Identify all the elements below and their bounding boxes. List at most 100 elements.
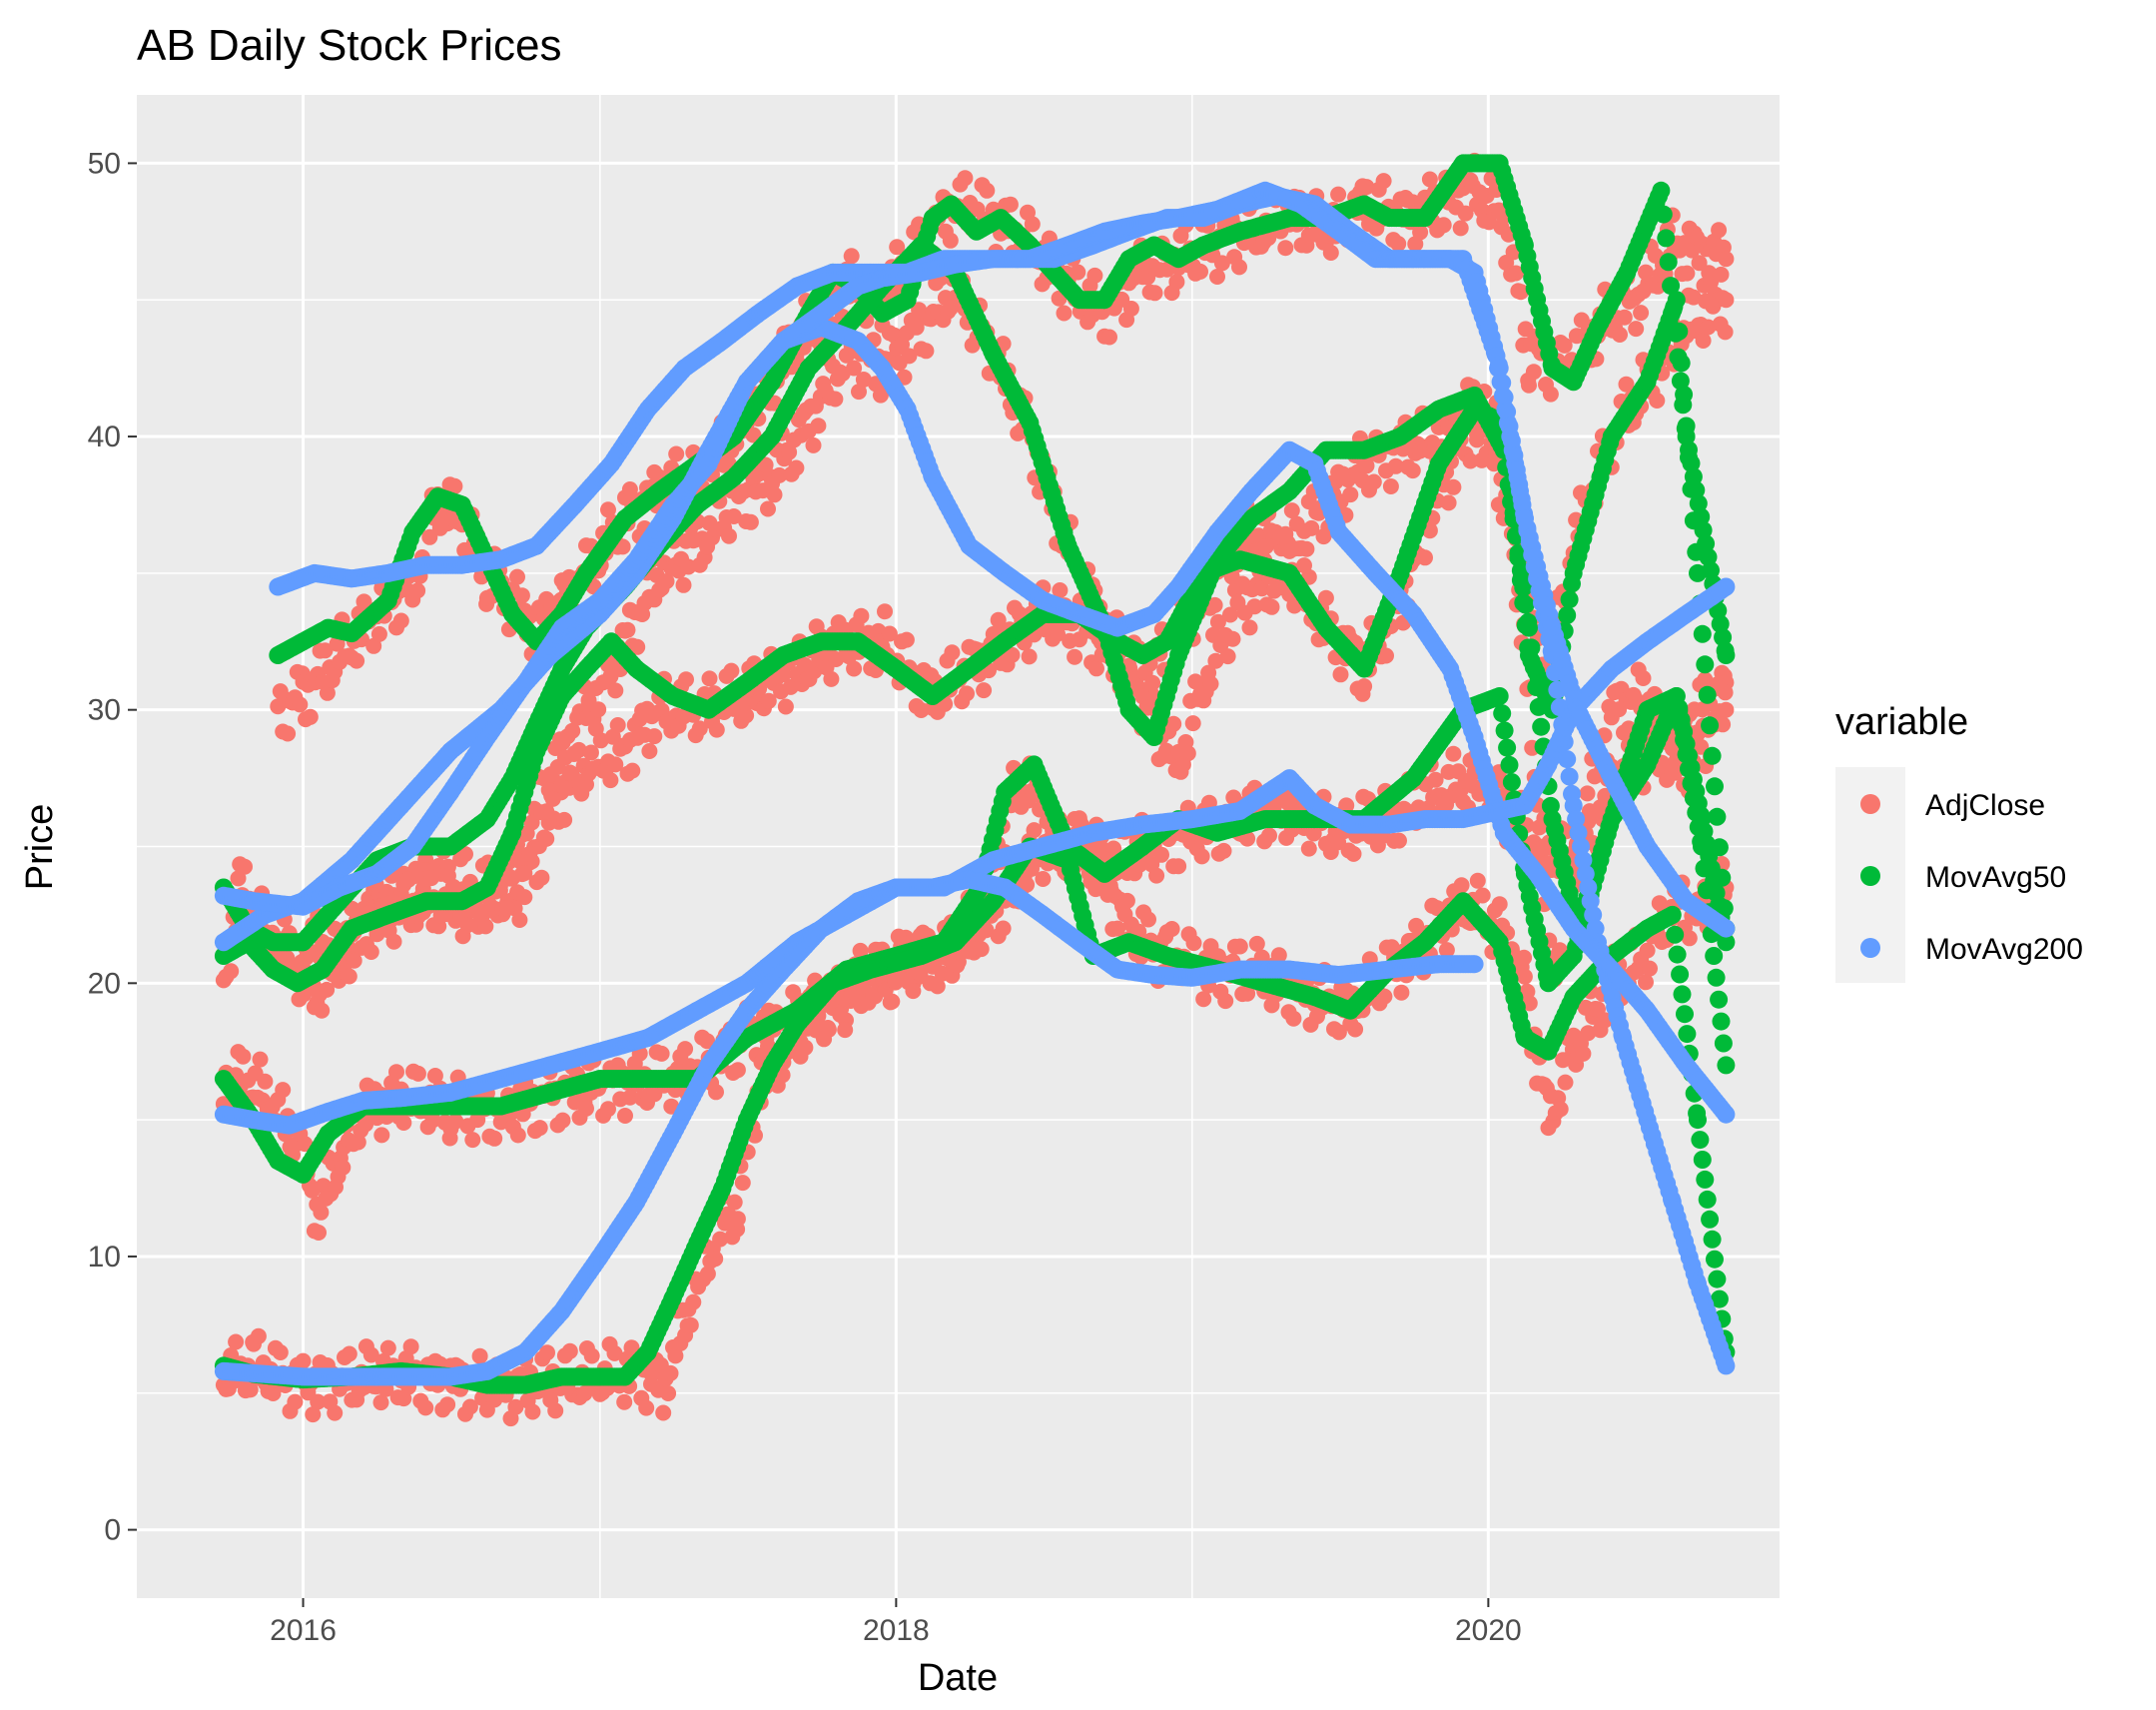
data-point bbox=[1347, 1021, 1364, 1038]
data-point bbox=[1101, 329, 1117, 346]
data-point bbox=[1024, 216, 1041, 233]
data-point bbox=[734, 1175, 751, 1192]
data-point bbox=[370, 625, 387, 642]
data-point bbox=[1217, 993, 1234, 1010]
data-point bbox=[538, 803, 555, 820]
data-point bbox=[1241, 619, 1258, 636]
data-point bbox=[1684, 511, 1703, 530]
data-point bbox=[223, 963, 240, 980]
data-point bbox=[1165, 715, 1182, 732]
data-point bbox=[341, 968, 358, 985]
data-point bbox=[1717, 646, 1736, 664]
data-point bbox=[1715, 716, 1732, 733]
data-point bbox=[1163, 921, 1180, 937]
data-point bbox=[1633, 305, 1650, 322]
data-point bbox=[1556, 337, 1573, 354]
data-point bbox=[1452, 220, 1469, 237]
data-point bbox=[362, 944, 379, 960]
data-point bbox=[1542, 386, 1559, 403]
data-point bbox=[738, 707, 755, 724]
data-point bbox=[1345, 845, 1362, 862]
data-point bbox=[1184, 715, 1201, 732]
data-point bbox=[708, 721, 725, 738]
data-point bbox=[1004, 646, 1021, 663]
data-point bbox=[957, 170, 974, 187]
data-point bbox=[973, 941, 990, 958]
data-point bbox=[566, 745, 583, 761]
data-point bbox=[616, 1393, 633, 1410]
data-point bbox=[1635, 670, 1652, 686]
data-point bbox=[721, 527, 737, 544]
data-point bbox=[1118, 892, 1135, 909]
data-point bbox=[482, 901, 499, 918]
data-point bbox=[843, 248, 860, 265]
data-point bbox=[1285, 1010, 1302, 1027]
data-point bbox=[653, 1045, 670, 1062]
data-point bbox=[1435, 217, 1452, 234]
data-point bbox=[439, 1396, 456, 1413]
data-point bbox=[827, 391, 844, 408]
data-point bbox=[533, 869, 550, 886]
data-point bbox=[927, 976, 944, 993]
data-point bbox=[723, 662, 740, 679]
data-point bbox=[280, 725, 297, 742]
data-point bbox=[1179, 745, 1196, 762]
data-point bbox=[600, 501, 616, 518]
data-point bbox=[1717, 684, 1734, 701]
data-point bbox=[889, 239, 906, 256]
data-point bbox=[422, 870, 439, 887]
data-point bbox=[1670, 322, 1689, 341]
data-point bbox=[592, 732, 609, 749]
data-point bbox=[1508, 265, 1524, 282]
data-point bbox=[990, 611, 1007, 628]
data-point bbox=[1019, 876, 1036, 893]
data-point bbox=[1215, 842, 1232, 859]
data-point bbox=[544, 790, 561, 807]
data-point bbox=[346, 952, 362, 969]
data-point bbox=[668, 445, 685, 462]
data-point bbox=[1298, 540, 1315, 557]
data-point bbox=[617, 1108, 633, 1124]
data-point bbox=[609, 717, 626, 733]
data-point bbox=[388, 1064, 404, 1081]
data-point bbox=[760, 500, 776, 517]
data-point bbox=[1681, 930, 1698, 947]
data-point bbox=[820, 1020, 837, 1036]
data-point bbox=[1185, 935, 1202, 952]
data-point bbox=[646, 728, 663, 745]
data-point bbox=[1170, 858, 1187, 875]
data-point bbox=[1438, 942, 1455, 959]
data-point bbox=[1153, 846, 1169, 863]
data-point bbox=[471, 1347, 488, 1364]
data-point bbox=[319, 684, 336, 701]
data-point bbox=[582, 744, 599, 761]
data-point bbox=[327, 1404, 344, 1421]
data-point bbox=[1332, 666, 1349, 683]
data-point bbox=[504, 870, 521, 886]
data-point bbox=[623, 1339, 640, 1356]
data-point bbox=[678, 671, 694, 688]
data-point bbox=[949, 957, 966, 974]
data-point bbox=[1088, 660, 1104, 677]
data-point bbox=[1580, 1025, 1597, 1042]
data-point bbox=[607, 682, 624, 699]
data-point bbox=[1086, 267, 1103, 284]
data-point bbox=[1246, 598, 1263, 615]
data-point bbox=[745, 427, 762, 443]
data-point bbox=[1718, 701, 1735, 718]
data-point bbox=[1222, 606, 1238, 623]
data-point bbox=[852, 942, 869, 959]
data-point bbox=[1102, 882, 1119, 899]
data-point bbox=[1680, 448, 1698, 467]
data-point bbox=[1717, 324, 1734, 341]
data-point bbox=[777, 698, 794, 715]
data-point bbox=[797, 1039, 814, 1056]
data-point bbox=[865, 986, 882, 1003]
data-point bbox=[1067, 648, 1083, 665]
data-point bbox=[1105, 840, 1122, 857]
data-point bbox=[426, 1068, 443, 1084]
data-point bbox=[1219, 648, 1236, 665]
data-point bbox=[944, 644, 961, 661]
data-point bbox=[1525, 364, 1542, 381]
